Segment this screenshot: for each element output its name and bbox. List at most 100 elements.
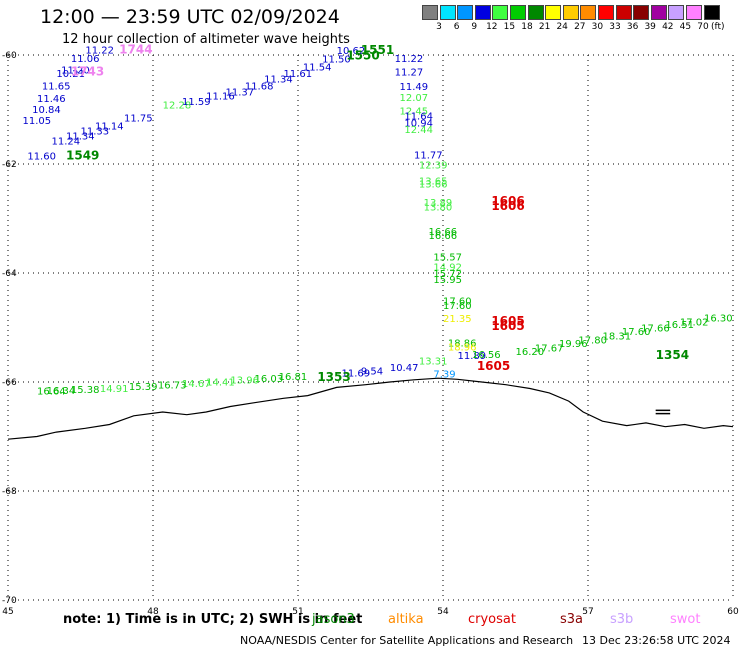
wave-height-label: 19.96 [559, 339, 588, 350]
legend-swatch [598, 5, 614, 20]
wave-height-label: 12.45 [400, 106, 429, 117]
wave-height-label: 11.68 [245, 81, 274, 92]
wave-height-label: 10.62 [337, 46, 366, 57]
satellite-name: altika [388, 612, 424, 627]
legend-swatch [510, 5, 526, 20]
wave-height-label: 17.60 [622, 327, 651, 338]
wave-height-label: 11.61 [284, 69, 313, 80]
credit-line: NOAA/NESDIS Center for Satellite Applica… [240, 634, 574, 647]
lon-tick-label: 45 [2, 607, 13, 617]
legend-swatch [422, 5, 438, 20]
wave-height-label: 17.02 [680, 317, 709, 328]
wave-height-label: 11.49 [400, 82, 429, 93]
legend-label: 3 [436, 22, 442, 32]
wave-height-label: 11.60 [27, 152, 56, 163]
pass-time-label: 1605 [491, 314, 524, 328]
pass-time-label: 1551 [361, 43, 394, 57]
legend-label: 6 [453, 22, 460, 32]
wave-height-label: 16.73 [158, 381, 187, 392]
wave-height-label: 18.86 [448, 339, 477, 350]
wave-height-label: 11.22 [85, 45, 114, 56]
wave-height-label: 10.94 [404, 118, 433, 129]
wave-height-label: 15.95 [433, 275, 462, 286]
pass-time-label: 1354 [656, 348, 689, 362]
wave-height-label: 16.30 [704, 314, 733, 325]
wave-height-label: 11.65 [42, 81, 71, 92]
pass-time-label: 1743 [71, 65, 104, 79]
lon-tick-label: 57 [582, 607, 593, 617]
legend-swatch [457, 5, 474, 20]
satellite-name: swot [670, 612, 701, 627]
wave-height-label: 18.31 [603, 331, 632, 342]
legend-units: (ft) [711, 22, 725, 32]
wave-height-label: 17.60 [443, 301, 472, 312]
legend-swatch [615, 5, 632, 20]
legend-swatch [633, 5, 650, 20]
generated-timestamp: 13 Dec 23:26:58 UTC 2024 [582, 634, 731, 647]
wave-height-label: 10.47 [390, 363, 419, 374]
wave-height-label: 16.66 [429, 227, 458, 238]
pass-time-label: 1550 [346, 48, 379, 62]
wave-height-label: 11.37 [226, 87, 255, 98]
legend-swatch [527, 5, 544, 20]
wave-height-label: 13.65 [419, 177, 448, 188]
wave-height-label: 11.16 [206, 92, 235, 103]
lat-tick-label: -60 [2, 51, 17, 61]
satellite-name: jason3 [312, 612, 355, 627]
wave-height-label: 13.96 [230, 376, 259, 387]
wave-height-label: 11.20 [61, 66, 90, 77]
wave-height-label: 14.67 [182, 379, 211, 390]
wave-height-label: 18.96 [448, 342, 477, 353]
wave-height-label: 11.46 [37, 94, 66, 105]
wave-height-label: 11.22 [395, 54, 424, 65]
wave-height-label: 11.05 [23, 116, 52, 127]
lon-tick-label: 60 [727, 607, 739, 617]
footer-note: note: 1) Time is in UTC; 2) SWH is in fe… [63, 612, 363, 627]
wave-height-label: 16.66 [429, 231, 458, 242]
pass-time-label: 1605 [491, 319, 524, 333]
pass-time-label: 1606 [491, 199, 524, 213]
wave-height-label: 12.44 [404, 125, 433, 136]
wave-height-label: 10.84 [32, 105, 61, 116]
legend-label: 36 [626, 22, 639, 32]
legend-label: 12 [486, 22, 498, 32]
wave-height-label: 16.51 [665, 320, 694, 331]
lon-tick-label: 51 [292, 607, 303, 617]
satellite-name: cryosat [468, 612, 516, 627]
wave-height-label: 16.64 [37, 387, 66, 398]
wave-height-label: 16.03 [255, 374, 284, 385]
legend-label: 42 [662, 22, 674, 32]
wave-height-label: 11.27 [395, 68, 424, 79]
lat-tick-label: -66 [2, 378, 17, 388]
wave-height-label: 11.59 [182, 97, 211, 108]
legend-label: 39 [644, 22, 656, 32]
lat-tick-label: -62 [2, 160, 17, 170]
legend-swatch [703, 5, 720, 20]
wave-height-label: 13.66 [419, 179, 448, 190]
legend-swatch [580, 5, 597, 20]
wave-height-label: 11.34 [264, 74, 293, 85]
wave-height-label: 13.31 [419, 357, 448, 368]
pass-time-label: 1549 [66, 149, 99, 163]
wave-height-label: 7.39 [433, 370, 455, 381]
pass-time-label: 1744 [119, 42, 152, 56]
legend-swatch [474, 5, 491, 20]
wave-height-label: 11.24 [52, 136, 81, 147]
lat-tick-label: -70 [2, 596, 17, 606]
wave-height-label: 12.28 [163, 100, 192, 111]
wave-height-label: 21.35 [443, 314, 472, 325]
wave-height-label: 11.14 [95, 122, 124, 133]
lat-tick-label: -64 [2, 269, 17, 279]
wave-height-label: 17.80 [578, 335, 607, 346]
legend-label: 21 [538, 22, 551, 32]
wave-height-label: 11.50 [322, 55, 351, 66]
wave-height-label: 9.54 [361, 366, 383, 377]
wave-height-label: 10.21 [56, 69, 85, 80]
satellite-name: s3b [610, 612, 634, 627]
pass-time-label: 1353 [317, 370, 350, 384]
legend-label: 45 [679, 22, 692, 32]
legend-swatch [492, 5, 509, 20]
legend-label: 27 [574, 22, 586, 32]
wave-height-label: 13.89 [424, 198, 453, 209]
